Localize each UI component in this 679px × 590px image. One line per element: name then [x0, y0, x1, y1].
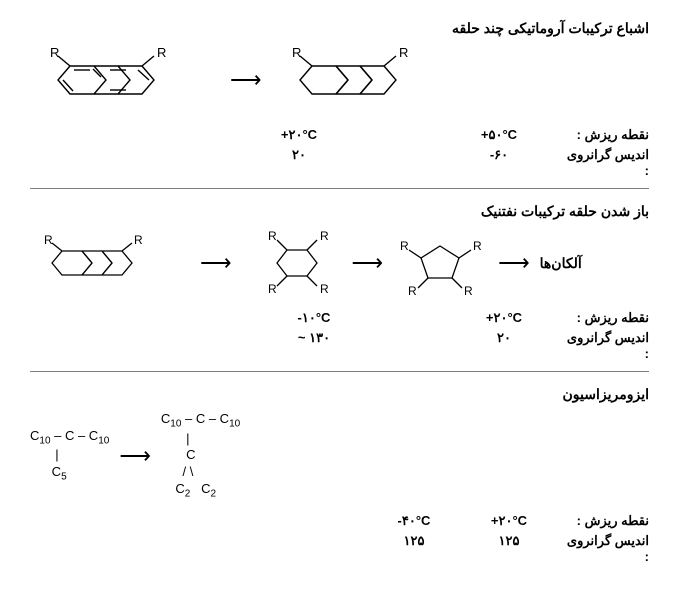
cyclopentane-4R: R R R R	[393, 228, 488, 298]
section1-reaction: R R ⟶ R R	[30, 45, 649, 115]
svg-text:R: R	[50, 45, 59, 60]
arrow: ⟶	[498, 250, 530, 276]
s3-right-pp: -۴۰°C	[369, 513, 459, 529]
arrow: ⟶	[119, 443, 151, 469]
vi-label: اندیس گرانروی	[559, 533, 649, 564]
section1-data: نقطه ریزش اندیس گرانروی +۵۰°C -۶۰ +۲۰°C …	[30, 127, 649, 178]
perhydroanthracene-diR: R R	[272, 45, 462, 115]
tricyclic-saturated: R R	[30, 233, 190, 293]
s3-right-vi: ۱۲۵	[369, 533, 459, 549]
s2-left-vi: ۲۰	[449, 330, 559, 346]
s2-right-pp: -۱۰°C	[179, 310, 449, 326]
section2-reaction: R R ⟶ R R R R ⟶ R R R R ⟶ آلکان‌ها	[30, 228, 649, 298]
section2-data: نقطه ریزش اندیس گرانروی +۲۰°C ۲۰ -۱۰°C ~…	[30, 310, 649, 361]
section2-title: باز شدن حلقه ترکیبات نفتنیک	[30, 203, 649, 220]
s2-right-vi: ~ ۱۳۰	[179, 330, 449, 346]
arrow: ⟶	[352, 250, 384, 276]
isomer-left: C10 – C – C10 | C5	[30, 428, 109, 484]
s1-left-pp: +۵۰°C	[439, 127, 559, 143]
anthracene-diR: R R	[30, 45, 220, 115]
svg-text:R: R	[400, 239, 409, 253]
pp-label: نقطه ریزش	[559, 127, 649, 143]
section3-reaction: C10 – C – C10 | C5 ⟶ C10 – C – C10 | C /…	[30, 411, 649, 501]
s1-left-vi: -۶۰	[439, 147, 559, 163]
svg-text:R: R	[320, 282, 329, 296]
svg-text:R: R	[134, 233, 143, 247]
section1-title: اشباع ترکیبات آروماتیکی چند حلقه	[30, 20, 649, 37]
s3-left-pp: +۲۰°C	[459, 513, 559, 529]
section3-title: ایزومریزاسیون	[30, 386, 649, 403]
alkanes-label: آلکان‌ها	[540, 255, 582, 272]
arrow: ⟶	[200, 250, 232, 276]
s1-right-vi: ۲۰	[159, 147, 439, 163]
svg-text:R: R	[268, 229, 277, 243]
s3-left-vi: ۱۲۵	[459, 533, 559, 549]
vi-label: اندیس گرانروی	[559, 330, 649, 361]
separator	[30, 188, 649, 189]
svg-text:R: R	[464, 284, 473, 298]
svg-text:R: R	[399, 45, 408, 60]
s1-right-pp: +۲۰°C	[159, 127, 439, 143]
cyclohexane-4R: R R R R	[242, 228, 342, 298]
s2-left-pp: +۲۰°C	[449, 310, 559, 326]
pp-label: نقطه ریزش	[559, 310, 649, 326]
arrow: ⟶	[230, 67, 262, 93]
svg-text:R: R	[268, 282, 277, 296]
pp-label: نقطه ریزش	[559, 513, 649, 529]
svg-text:R: R	[320, 229, 329, 243]
svg-text:R: R	[473, 239, 482, 253]
svg-text:R: R	[157, 45, 166, 60]
section3-data: نقطه ریزش اندیس گرانروی +۲۰°C ۱۲۵ -۴۰°C …	[30, 513, 649, 564]
separator	[30, 371, 649, 372]
svg-text:R: R	[408, 284, 417, 298]
isomer-right: C10 – C – C10 | C / \ C2 C2	[161, 411, 240, 501]
svg-text:R: R	[44, 233, 53, 247]
svg-text:R: R	[292, 45, 301, 60]
vi-label: اندیس گرانروی	[559, 147, 649, 178]
